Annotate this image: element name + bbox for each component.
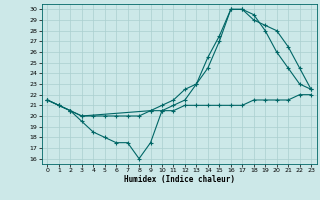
X-axis label: Humidex (Indice chaleur): Humidex (Indice chaleur) <box>124 175 235 184</box>
